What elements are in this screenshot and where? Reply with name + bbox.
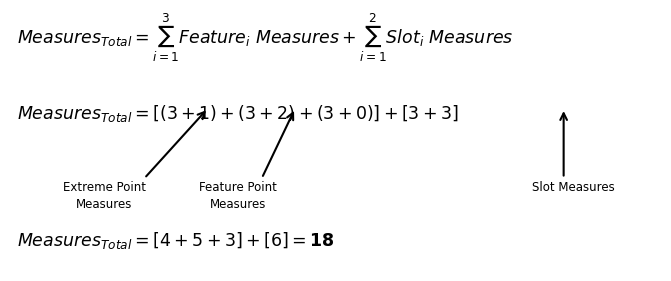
Text: $\mathit{Measures_{Total}} = \sum_{i=1}^{3} \mathit{Feature_i\ Measures} + \sum_: $\mathit{Measures_{Total}} = \sum_{i=1}^…	[17, 11, 513, 64]
Text: Extreme Point
Measures: Extreme Point Measures	[62, 181, 146, 211]
Text: $\mathit{Measures_{Total}} = [4+5+3]+[6] = \mathbf{18}$: $\mathit{Measures_{Total}} = [4+5+3]+[6]…	[17, 230, 334, 251]
Text: Feature Point
Measures: Feature Point Measures	[199, 181, 277, 211]
Text: Slot Measures: Slot Measures	[532, 181, 615, 194]
Text: $\mathit{Measures_{Total}} = [(3+1)+(3+2)+(3+0)]+[3+3]$: $\mathit{Measures_{Total}} = [(3+1)+(3+2…	[17, 103, 458, 124]
